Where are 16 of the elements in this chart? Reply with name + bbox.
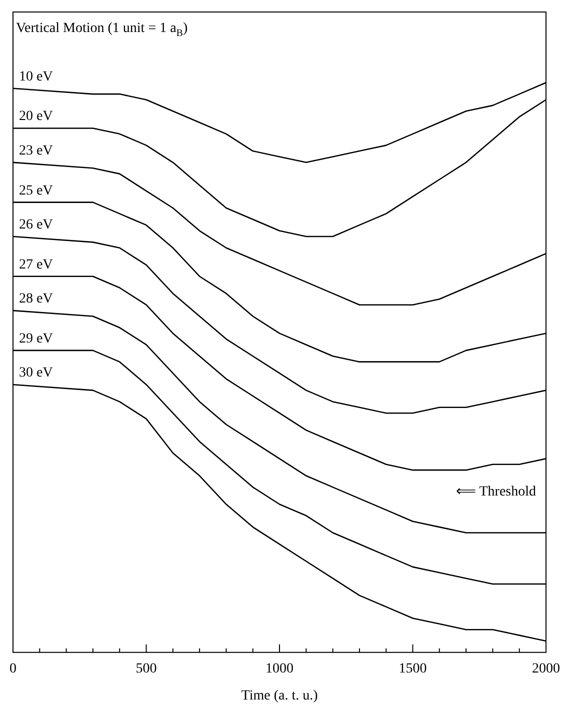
series-label: 26 eV: [19, 217, 53, 232]
x-tick-label: 0: [10, 661, 16, 676]
series-label: 25 eV: [19, 183, 53, 198]
x-axis-title: Time (a. t. u.): [241, 688, 318, 704]
series-label: 10 eV: [19, 69, 53, 84]
x-tick-label: 1500: [398, 661, 427, 676]
annotation: ⟸ Threshold: [456, 484, 536, 500]
series-label: 23 eV: [19, 143, 53, 158]
x-tick-label: 1000: [266, 661, 294, 676]
series-label: 20 eV: [19, 109, 53, 124]
x-tick-label: 2000: [532, 661, 560, 676]
series-label: 28 eV: [19, 292, 53, 307]
series-label: 30 eV: [19, 366, 53, 381]
series-label: 29 eV: [19, 331, 53, 346]
series-label: 27 eV: [19, 257, 53, 272]
x-tick-label: 500: [136, 661, 157, 676]
